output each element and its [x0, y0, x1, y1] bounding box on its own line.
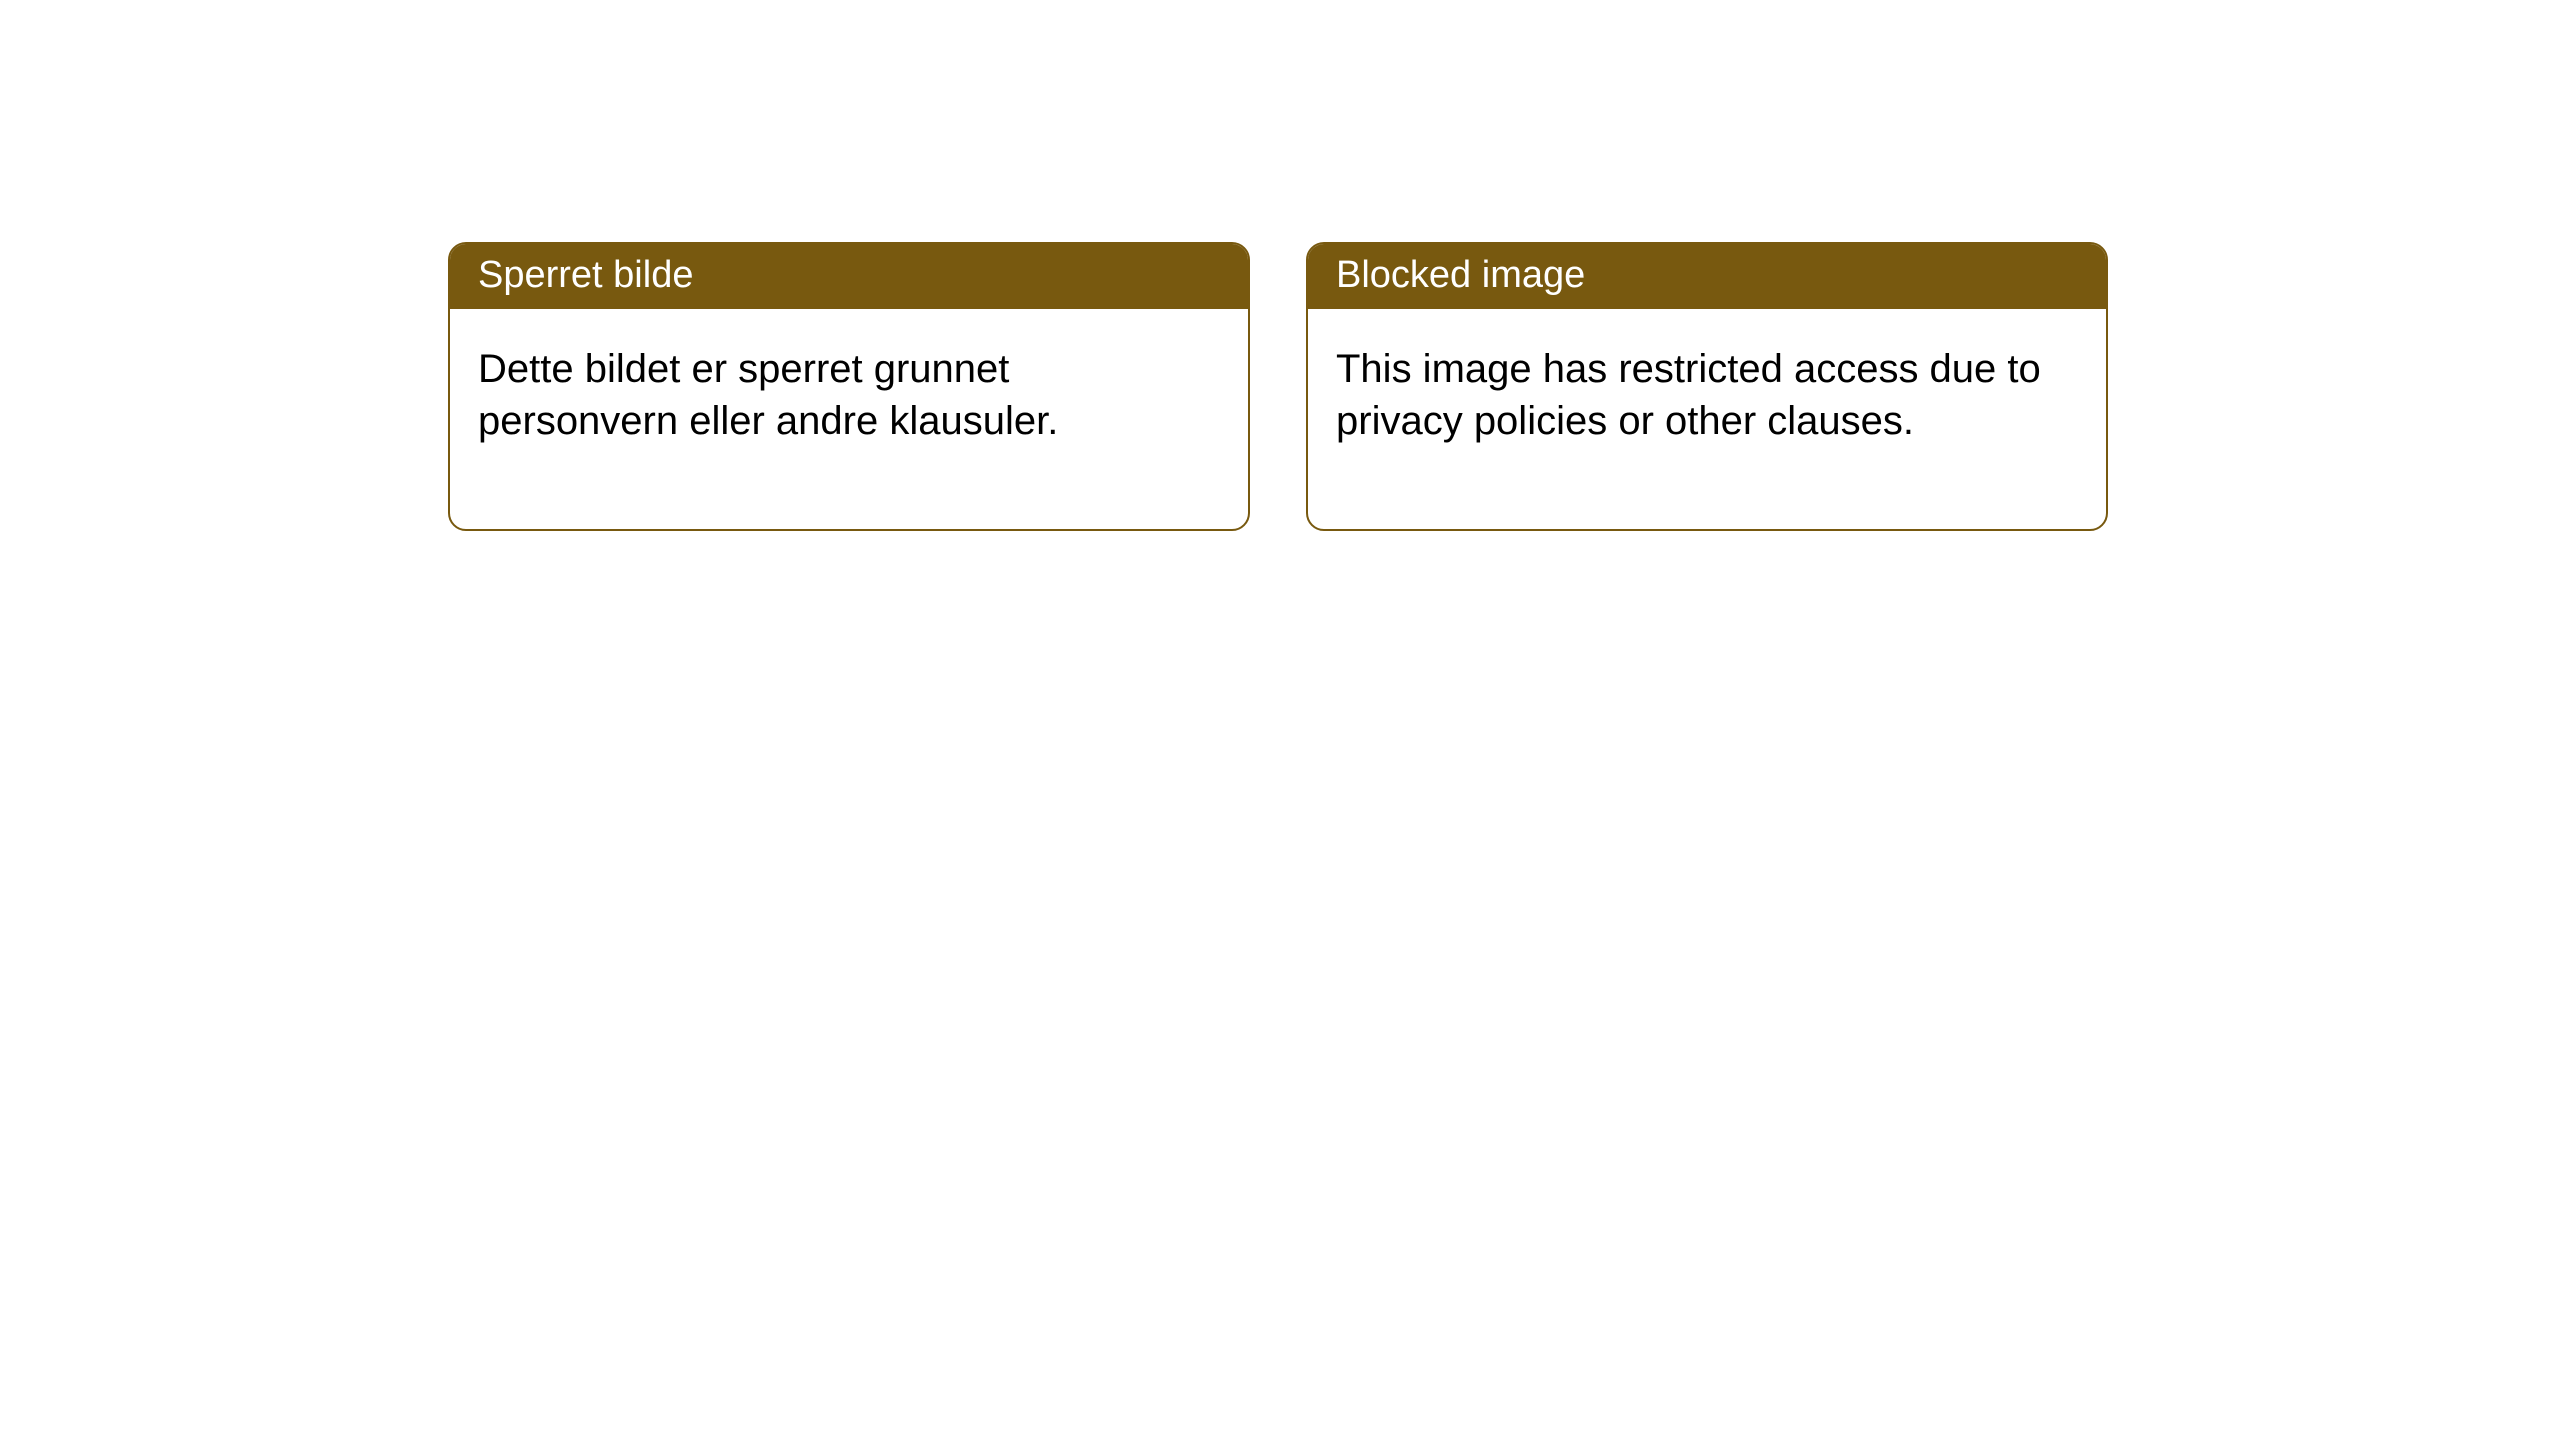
notice-card-norwegian: Sperret bilde Dette bildet er sperret gr…	[448, 242, 1250, 531]
notice-title: Blocked image	[1308, 244, 2106, 309]
notice-body: This image has restricted access due to …	[1308, 309, 2106, 529]
notice-container: Sperret bilde Dette bildet er sperret gr…	[0, 0, 2560, 531]
notice-title: Sperret bilde	[450, 244, 1248, 309]
notice-body: Dette bildet er sperret grunnet personve…	[450, 309, 1248, 529]
notice-card-english: Blocked image This image has restricted …	[1306, 242, 2108, 531]
